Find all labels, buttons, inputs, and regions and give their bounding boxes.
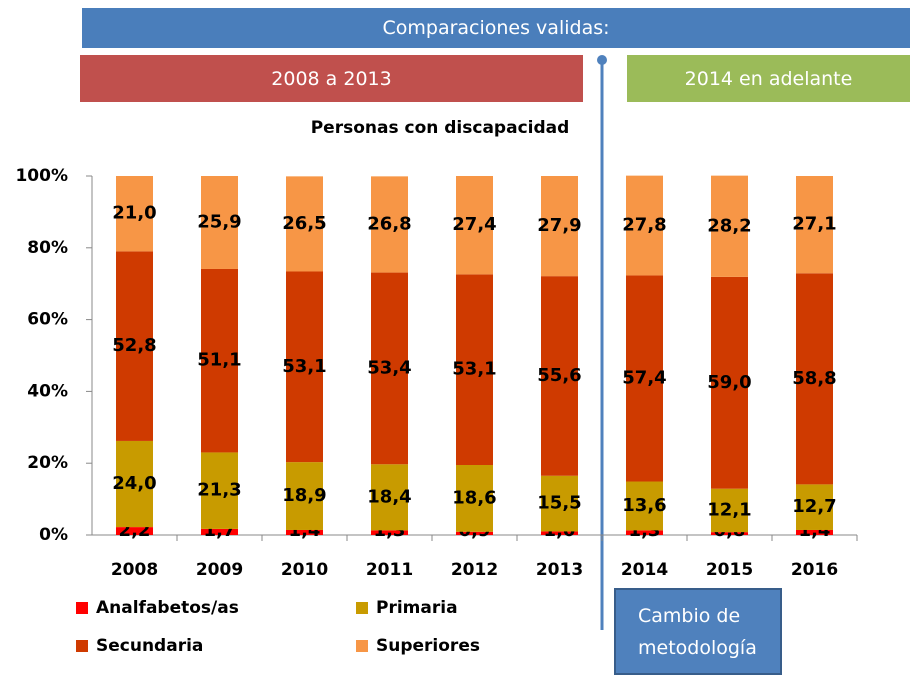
value-label: 26,5 (282, 213, 326, 234)
bar-segment (201, 268, 238, 453)
legend-label: Superiores (376, 636, 480, 656)
value-label: 26,8 (367, 213, 411, 234)
value-label: 53,1 (452, 359, 496, 380)
x-tick-label: 2015 (706, 560, 753, 580)
bar-segment (711, 276, 748, 489)
period-1: 2008 a 2013 (80, 55, 583, 102)
period-2: 2014 en adelante (627, 55, 910, 102)
bar-segment (116, 251, 153, 441)
bar-segment (796, 529, 833, 535)
value-label: 12,7 (792, 496, 836, 517)
bar-segment (116, 527, 153, 535)
bar-segment (626, 530, 663, 535)
bar-segment (456, 464, 493, 532)
bar-segment (711, 488, 748, 533)
value-label: 27,8 (622, 215, 666, 236)
value-label: 53,4 (367, 357, 411, 378)
value-label: 58,8 (792, 368, 836, 389)
bar-segment (541, 176, 578, 277)
bar-segment (286, 271, 323, 463)
x-tick-label: 2010 (281, 560, 328, 580)
value-label: 27,9 (537, 215, 581, 236)
bar-segment (541, 531, 578, 535)
x-tick-label: 2012 (451, 560, 498, 580)
bar-segment (201, 176, 238, 269)
x-tick-label: 2009 (196, 560, 243, 580)
bar-segment (456, 274, 493, 465)
legend-swatch (356, 602, 368, 614)
note: Cambio de metodología (614, 588, 782, 675)
value-label: 13,6 (622, 495, 666, 516)
bar-segment (796, 273, 833, 485)
bar-segment (116, 176, 153, 252)
y-tick-label: 60% (27, 310, 68, 330)
x-tick-label: 2013 (536, 560, 583, 580)
divider-dot (597, 55, 607, 65)
bar-segment (201, 528, 238, 535)
bar-segment (456, 176, 493, 275)
bar-segment (201, 452, 238, 529)
bar-segment (371, 176, 408, 273)
x-tick-label: 2011 (366, 560, 413, 580)
y-tick-label: 100% (15, 166, 68, 186)
y-tick-label: 0% (39, 525, 68, 545)
bar-segment (116, 440, 153, 528)
bar-segment (286, 176, 323, 272)
value-label: 12,1 (707, 499, 751, 520)
bar-segment (711, 175, 748, 277)
banner: Comparaciones validas: (82, 8, 910, 48)
x-tick-label: 2014 (621, 560, 668, 580)
legend-label: Primaria (376, 598, 458, 618)
value-label: 18,4 (367, 486, 411, 507)
legend-label: Secundaria (96, 636, 203, 656)
bar-segment (286, 462, 323, 530)
legend-swatch (76, 602, 88, 614)
value-label: 52,8 (112, 335, 156, 356)
bar-segment (626, 175, 663, 276)
legend-swatch (356, 640, 368, 652)
x-tick-label: 2016 (791, 560, 838, 580)
bar-segment (286, 529, 323, 535)
value-label: 59,0 (707, 372, 751, 393)
x-tick-label: 2008 (111, 560, 158, 580)
value-label: 24,0 (112, 473, 156, 494)
value-label: 18,9 (282, 485, 326, 506)
value-label: 28,2 (707, 215, 751, 236)
bar-segment (541, 475, 578, 532)
value-label: 57,4 (622, 367, 666, 388)
value-label: 15,5 (537, 493, 581, 514)
value-label: 27,4 (452, 214, 496, 235)
value-label: 18,6 (452, 487, 496, 508)
y-tick-label: 40% (27, 381, 68, 401)
bar-segment (796, 484, 833, 530)
bar-segment (626, 275, 663, 482)
bar-segment (371, 464, 408, 531)
value-label: 53,1 (282, 356, 326, 377)
bar-segment (456, 531, 493, 535)
value-label: 21,3 (197, 480, 241, 501)
value-label: 55,6 (537, 365, 581, 386)
value-label: 25,9 (197, 211, 241, 232)
y-tick-label: 80% (27, 238, 68, 258)
value-label: 21,0 (112, 203, 156, 224)
legend-swatch (76, 640, 88, 652)
chart-title: Personas con discapacidad (311, 118, 570, 138)
value-label: 51,1 (197, 350, 241, 371)
bar-segment (711, 532, 748, 535)
bar-segment (796, 176, 833, 274)
bar-segment (371, 530, 408, 535)
bar-segment (371, 272, 408, 465)
bar-segment (541, 276, 578, 476)
value-label: 27,1 (792, 214, 836, 235)
legend-label: Analfabetos/as (96, 598, 239, 618)
y-tick-label: 20% (27, 453, 68, 473)
bar-segment (626, 481, 663, 531)
